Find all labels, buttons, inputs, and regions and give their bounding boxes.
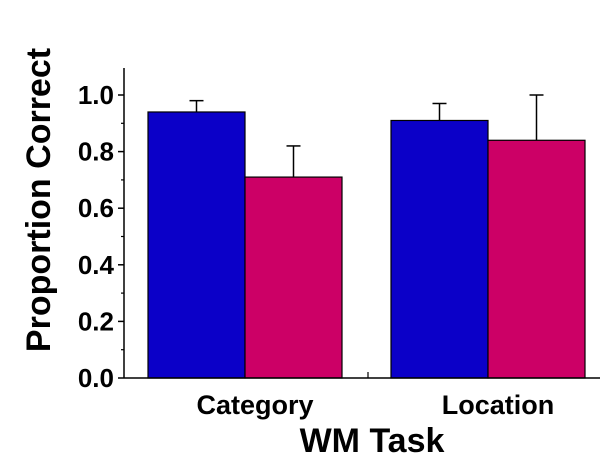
bar bbox=[147, 111, 246, 379]
y-axis-title: Proportion Correct bbox=[20, 48, 58, 352]
y-tick-label: 0.4 bbox=[78, 250, 115, 280]
y-tick-label: 0.2 bbox=[78, 306, 114, 336]
y-tick-label: 0.0 bbox=[78, 363, 114, 393]
x-tick-label: Location bbox=[442, 390, 555, 420]
bar bbox=[390, 119, 489, 379]
y-tick-label: 1.0 bbox=[78, 80, 114, 110]
axes-layer bbox=[123, 68, 600, 379]
bar bbox=[244, 176, 343, 379]
ticks-layer: 0.0 0.2 0.4 0.6 0.8 1.0 Category Location bbox=[78, 80, 554, 420]
x-tick-label: Category bbox=[196, 390, 313, 420]
x-axis-title: WM Task bbox=[300, 422, 445, 458]
y-tick-label: 0.6 bbox=[78, 193, 114, 223]
y-tick-label: 0.8 bbox=[78, 137, 114, 167]
bars-layer bbox=[147, 94, 586, 379]
bar bbox=[487, 139, 586, 379]
